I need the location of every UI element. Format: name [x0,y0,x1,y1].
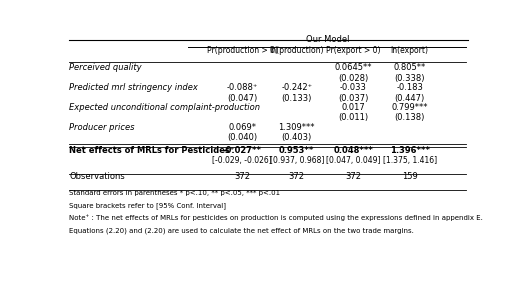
Text: 0.048***: 0.048*** [333,146,373,155]
Text: (0.047): (0.047) [227,94,257,102]
Text: (0.133): (0.133) [281,94,312,102]
Text: (0.028): (0.028) [338,74,368,83]
Text: Net effects of MRLs for Pesticides⁺: Net effects of MRLs for Pesticides⁺ [69,146,235,155]
Text: Perceived quality: Perceived quality [69,63,141,72]
Text: -0.183: -0.183 [396,83,423,92]
Text: 0.805**: 0.805** [394,63,426,72]
Text: 372: 372 [289,172,305,181]
Text: Pr(production > 0): Pr(production > 0) [207,46,278,55]
Text: -0.242⁺: -0.242⁺ [281,83,313,92]
Text: ln(production): ln(production) [269,46,324,55]
Text: [0.937, 0.968]: [0.937, 0.968] [269,156,324,165]
Text: Note⁺ : The net effects of MRLs for pesticides on production is computed using t: Note⁺ : The net effects of MRLs for pest… [69,215,483,221]
Text: (0.040): (0.040) [227,133,257,142]
Text: Observations: Observations [69,172,125,181]
Text: 0.799***: 0.799*** [392,103,428,112]
Text: Standard errors in parentheses * p<.10, ** p<.05, *** p<.01: Standard errors in parentheses * p<.10, … [69,190,280,196]
Text: Predicted mrl stringency index: Predicted mrl stringency index [69,83,198,92]
Text: [-0.029, -0.026]: [-0.029, -0.026] [213,156,272,165]
Text: [0.047, 0.049]: [0.047, 0.049] [326,156,381,165]
Text: Pr(export > 0): Pr(export > 0) [326,46,381,55]
Text: -0.033: -0.033 [340,83,367,92]
Text: 372: 372 [235,172,250,181]
Text: Expected unconditional complaint-production: Expected unconditional complaint-product… [69,103,260,112]
Text: (0.447): (0.447) [395,94,425,102]
Text: 0.953**: 0.953** [279,146,315,155]
Text: 0.0645**: 0.0645** [334,63,372,72]
Text: 1.396***: 1.396*** [389,146,430,155]
Text: -0.027**: -0.027** [223,146,262,155]
Text: 0.017: 0.017 [341,103,365,112]
Text: (0.138): (0.138) [394,113,425,122]
Text: Square brackets refer to [95% Conf. Interval]: Square brackets refer to [95% Conf. Inte… [69,202,226,209]
Text: Our Model: Our Model [306,35,350,44]
Text: Equations (2.20) and (2.20) are used to calculate the net effect of MRLs on the : Equations (2.20) and (2.20) are used to … [69,228,414,234]
Text: (0.338): (0.338) [394,74,425,83]
Text: (0.403): (0.403) [282,133,312,142]
Text: 159: 159 [401,172,418,181]
Text: ln(export): ln(export) [391,46,428,55]
Text: 0.069*: 0.069* [228,123,256,132]
Text: (0.037): (0.037) [338,94,368,102]
Text: 1.309***: 1.309*** [279,123,315,132]
Text: [1.375, 1.416]: [1.375, 1.416] [383,156,437,165]
Text: Producer prices: Producer prices [69,123,135,132]
Text: -0.088⁺: -0.088⁺ [227,83,258,92]
Text: (0.011): (0.011) [338,113,368,122]
Text: 372: 372 [345,172,361,181]
